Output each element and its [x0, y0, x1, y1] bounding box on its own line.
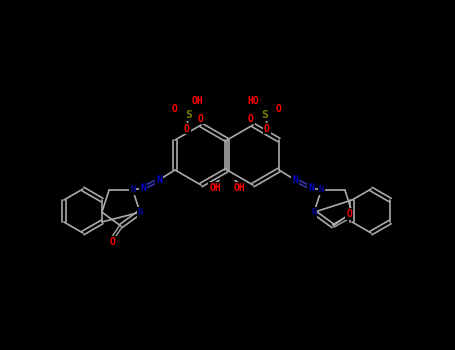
Text: O: O — [248, 113, 254, 124]
Text: O: O — [276, 104, 282, 113]
Text: O: O — [184, 124, 190, 133]
Text: N: N — [156, 175, 162, 185]
Text: N: N — [292, 175, 298, 185]
Text: O: O — [346, 209, 352, 219]
Text: N: N — [137, 208, 142, 217]
Text: N: N — [130, 185, 135, 194]
Text: O: O — [172, 104, 178, 113]
Text: N: N — [140, 183, 146, 193]
Text: O: O — [264, 124, 270, 133]
Text: N: N — [308, 183, 314, 193]
Text: HO: HO — [247, 96, 259, 105]
Text: N: N — [312, 208, 317, 217]
Text: OH: OH — [209, 183, 221, 193]
Text: OH: OH — [233, 183, 245, 193]
Text: S: S — [186, 110, 192, 119]
Text: O: O — [198, 113, 204, 124]
Text: OH: OH — [191, 96, 203, 105]
Text: N: N — [319, 185, 324, 194]
Text: S: S — [262, 110, 268, 119]
Text: O: O — [110, 237, 116, 247]
